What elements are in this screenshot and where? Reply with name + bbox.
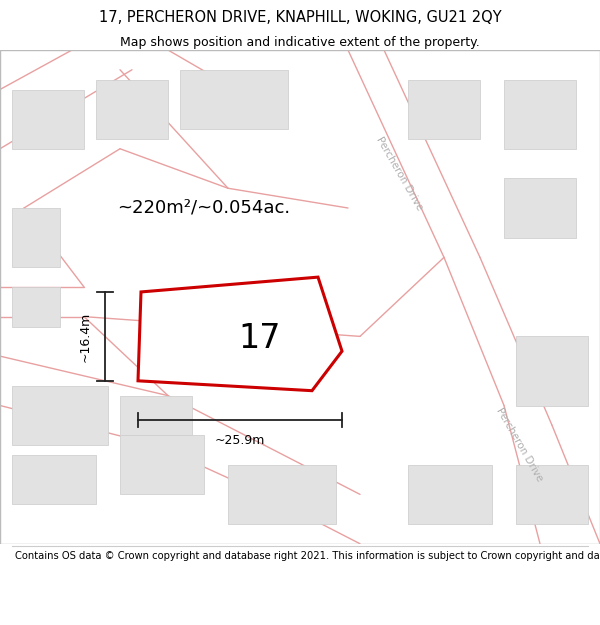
Polygon shape: [516, 336, 588, 406]
Polygon shape: [138, 277, 342, 391]
Text: ~220m²/~0.054ac.: ~220m²/~0.054ac.: [118, 199, 290, 217]
Polygon shape: [12, 455, 96, 504]
Text: Percheron Drive: Percheron Drive: [494, 406, 544, 484]
Polygon shape: [12, 287, 60, 326]
Text: ~25.9m: ~25.9m: [215, 434, 265, 447]
Text: 17, PERCHERON DRIVE, KNAPHILL, WOKING, GU21 2QY: 17, PERCHERON DRIVE, KNAPHILL, WOKING, G…: [98, 10, 502, 25]
Polygon shape: [12, 208, 60, 268]
Polygon shape: [12, 89, 84, 149]
Text: 17: 17: [238, 322, 280, 355]
Polygon shape: [228, 465, 336, 524]
Polygon shape: [504, 79, 576, 149]
Text: Contains OS data © Crown copyright and database right 2021. This information is : Contains OS data © Crown copyright and d…: [15, 551, 600, 561]
Polygon shape: [180, 70, 288, 129]
Text: ~16.4m: ~16.4m: [79, 311, 92, 361]
Polygon shape: [120, 396, 192, 435]
Polygon shape: [504, 178, 576, 238]
Polygon shape: [516, 465, 588, 524]
Polygon shape: [120, 435, 204, 494]
Polygon shape: [12, 386, 108, 445]
Text: Map shows position and indicative extent of the property.: Map shows position and indicative extent…: [120, 36, 480, 49]
Polygon shape: [408, 465, 492, 524]
Text: Percheron Drive: Percheron Drive: [374, 135, 424, 212]
Polygon shape: [408, 79, 480, 139]
Polygon shape: [96, 79, 168, 139]
